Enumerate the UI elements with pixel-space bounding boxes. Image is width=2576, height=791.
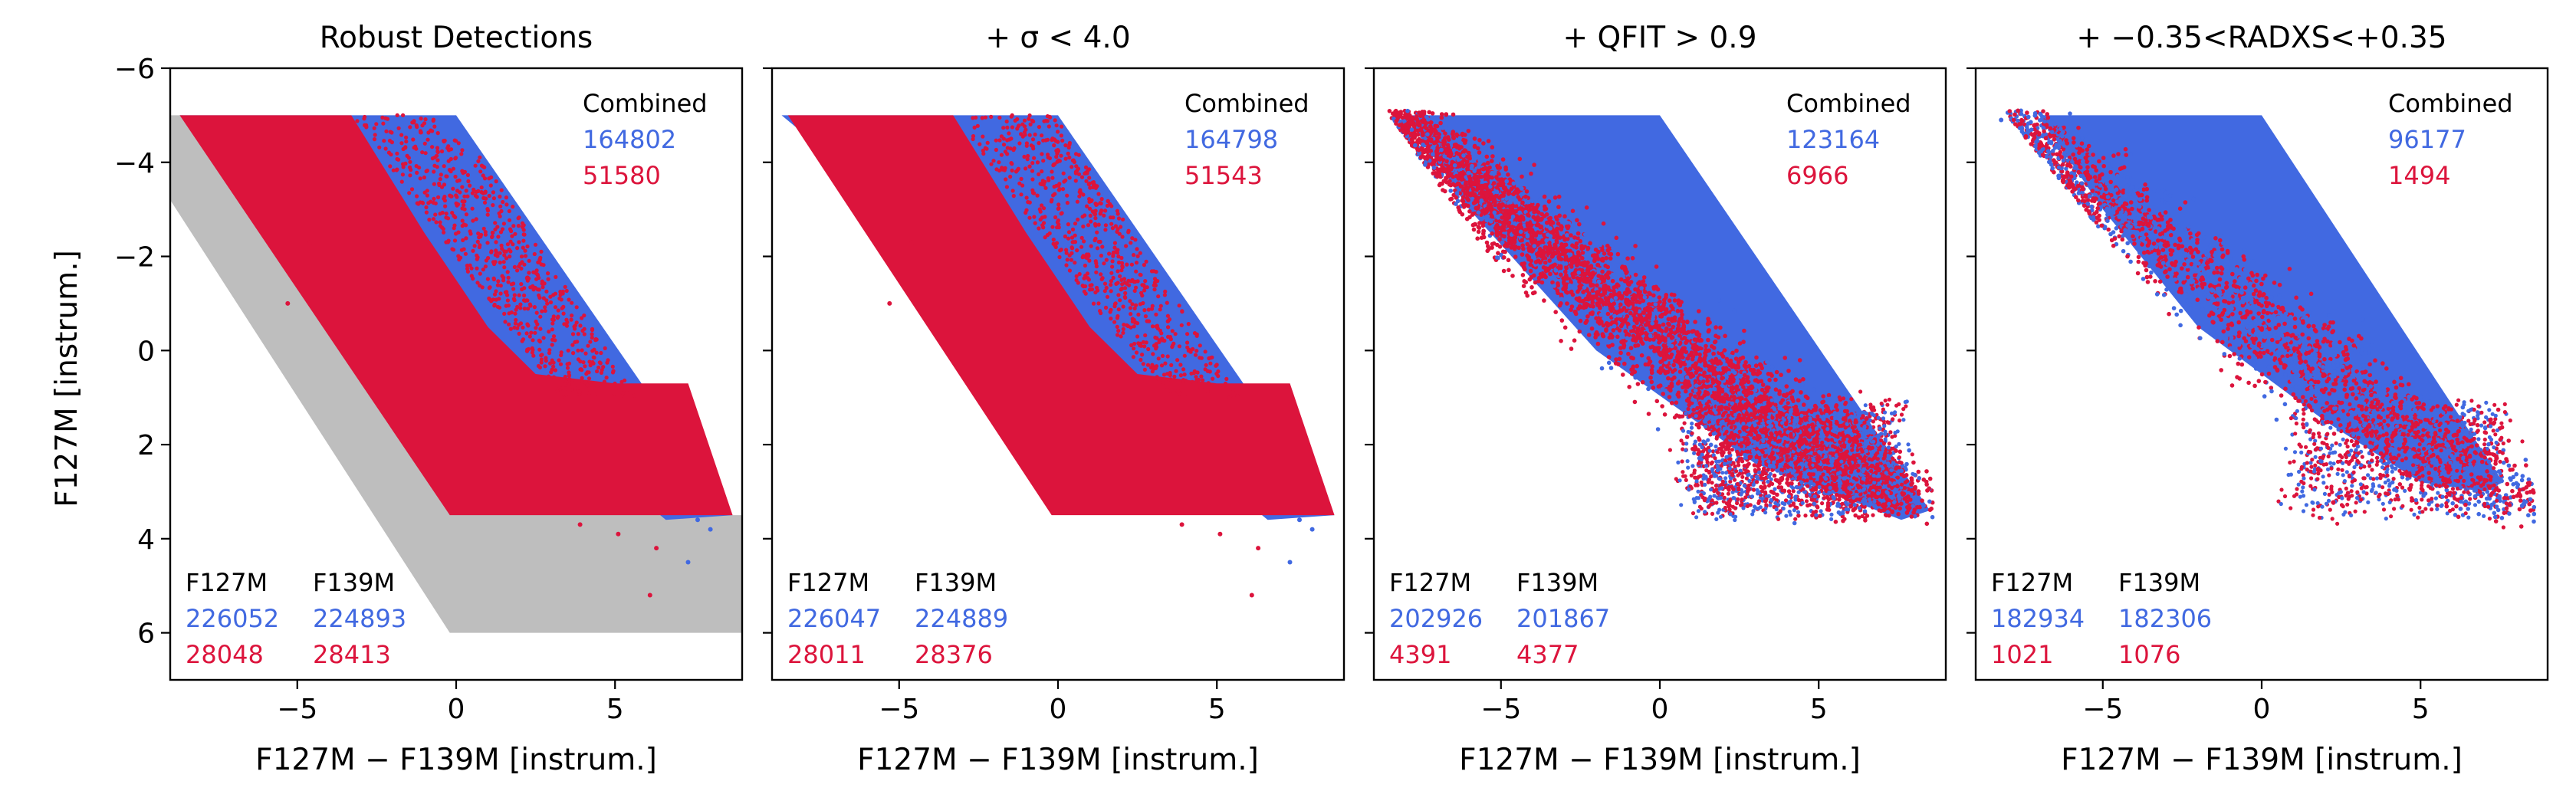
- y-ticks: [763, 67, 772, 634]
- filter-b-label: F139M: [1516, 568, 1598, 597]
- panel-4: −5 0 5 + −0.35<RADXS<+0.35 F127M − F139M [in…: [1967, 21, 2549, 777]
- x-tick-label: −5: [879, 694, 919, 725]
- separate-detections-region: [179, 115, 733, 516]
- y-ticks: [1967, 67, 1976, 634]
- scatter-area: [781, 113, 1335, 598]
- x-tick-label: 0: [448, 694, 465, 725]
- filter-a-label: F127M: [787, 568, 869, 597]
- filter-b-count: 224893: [313, 604, 406, 633]
- combined-red-count: 51543: [1184, 161, 1263, 190]
- scatter-points: [1999, 108, 2537, 530]
- x-ticks: −5 0 5: [2082, 680, 2430, 725]
- filter-a-red-count: 28048: [186, 640, 264, 669]
- separate-detections-region: [787, 115, 1335, 516]
- combined-count: 164802: [583, 125, 676, 154]
- filter-b-red-count: 28376: [915, 640, 993, 669]
- combined-red-count: 1494: [2388, 161, 2450, 190]
- scatter-area: [170, 113, 742, 633]
- scatter-area: [1999, 108, 2537, 530]
- filter-a-count: 226052: [186, 604, 279, 633]
- filter-a-label: F127M: [1991, 568, 2073, 597]
- x-tick-label: 5: [1208, 694, 1226, 725]
- x-axis-label: F127M − F139M [instrum.]: [857, 743, 1259, 777]
- panel-title: + σ < 4.0: [985, 21, 1130, 55]
- x-tick-label: 0: [1050, 694, 1067, 725]
- y-ticks: −6 −4 −2 0 2 4 6: [114, 54, 170, 650]
- panel-title: + −0.35<RADXS<+0.35: [2076, 21, 2446, 55]
- filter-a-count: 202926: [1389, 604, 1483, 633]
- combined-label: Combined: [1184, 89, 1309, 118]
- filter-b-red-count: 28413: [313, 640, 391, 669]
- filter-b-red-count: 1076: [2118, 640, 2180, 669]
- x-tick-label: 5: [2412, 694, 2430, 725]
- combined-label: Combined: [1786, 89, 1911, 118]
- filter-a-label: F127M: [186, 568, 268, 597]
- y-axis-label: F127M [instrum.]: [50, 250, 84, 507]
- y-tick-label: 6: [137, 619, 155, 650]
- filter-b-label: F139M: [2118, 568, 2200, 597]
- panels: −5 0 5 −6 −4 −2 0 2 4 6 Robust Detections F127M − F…: [114, 21, 2549, 777]
- x-tick-label: 0: [2253, 694, 2271, 725]
- x-tick-label: 5: [1810, 694, 1828, 725]
- scatter-points: [285, 113, 713, 598]
- combined-count: 123164: [1786, 125, 1880, 154]
- scatter-points: [1387, 108, 1935, 527]
- combined-label: Combined: [2388, 89, 2513, 118]
- y-tick-label: 2: [137, 430, 155, 461]
- filter-a-count: 182934: [1991, 604, 2085, 633]
- filter-b-count: 182306: [2118, 604, 2212, 633]
- x-tick-label: −5: [2082, 694, 2123, 725]
- panel-2: −5 0 5 + σ < 4.0 F127M − F139M [instrum.] Com…: [763, 21, 1346, 777]
- filter-a-count: 226047: [787, 604, 881, 633]
- y-ticks: [1365, 67, 1374, 634]
- filter-b-label: F139M: [915, 568, 997, 597]
- filter-a-red-count: 28011: [787, 640, 866, 669]
- y-tick-label: −6: [114, 54, 155, 85]
- filter-b-count: 201867: [1516, 604, 1610, 633]
- x-ticks: −5 0 5: [277, 680, 624, 725]
- filter-b-count: 224889: [915, 604, 1008, 633]
- x-ticks: −5 0 5: [879, 680, 1226, 725]
- x-axis-label: F127M − F139M [instrum.]: [1459, 743, 1861, 777]
- x-tick-label: −5: [1480, 694, 1521, 725]
- panel-title: Robust Detections: [320, 21, 593, 55]
- combined-detections-region: [2039, 115, 2503, 492]
- combined-count: 96177: [2388, 125, 2466, 154]
- x-tick-label: 0: [1651, 694, 1669, 725]
- y-tick-label: −2: [114, 242, 155, 274]
- x-tick-label: −5: [277, 694, 317, 725]
- panel-1: −5 0 5 −6 −4 −2 0 2 4 6 Robust Detections F127M − F…: [114, 21, 744, 777]
- filter-a-red-count: 1021: [1991, 640, 2053, 669]
- x-ticks: −5 0 5: [1480, 680, 1828, 725]
- y-tick-label: 0: [137, 336, 155, 367]
- filter-a-label: F127M: [1389, 568, 1471, 597]
- panel-3: −5 0 5 + QFIT > 0.9 F127M − F139M [instrum.]…: [1365, 21, 1947, 777]
- y-tick-label: 4: [137, 524, 155, 556]
- scatter-area: [1387, 108, 1935, 527]
- combined-red-count: 51580: [583, 161, 661, 190]
- combined-red-count: 6966: [1786, 161, 1848, 190]
- x-axis-label: F127M − F139M [instrum.]: [2061, 743, 2463, 777]
- scatter-points: [887, 113, 1315, 598]
- y-tick-label: −4: [114, 148, 155, 179]
- filter-b-red-count: 4377: [1516, 640, 1579, 669]
- combined-label: Combined: [583, 89, 708, 118]
- x-axis-label: F127M − F139M [instrum.]: [255, 743, 657, 777]
- panel-title: + QFIT > 0.9: [1562, 21, 1756, 55]
- combined-count: 164798: [1184, 125, 1278, 154]
- filter-b-label: F139M: [313, 568, 395, 597]
- x-tick-label: 5: [606, 694, 624, 725]
- filter-a-red-count: 4391: [1389, 640, 1451, 669]
